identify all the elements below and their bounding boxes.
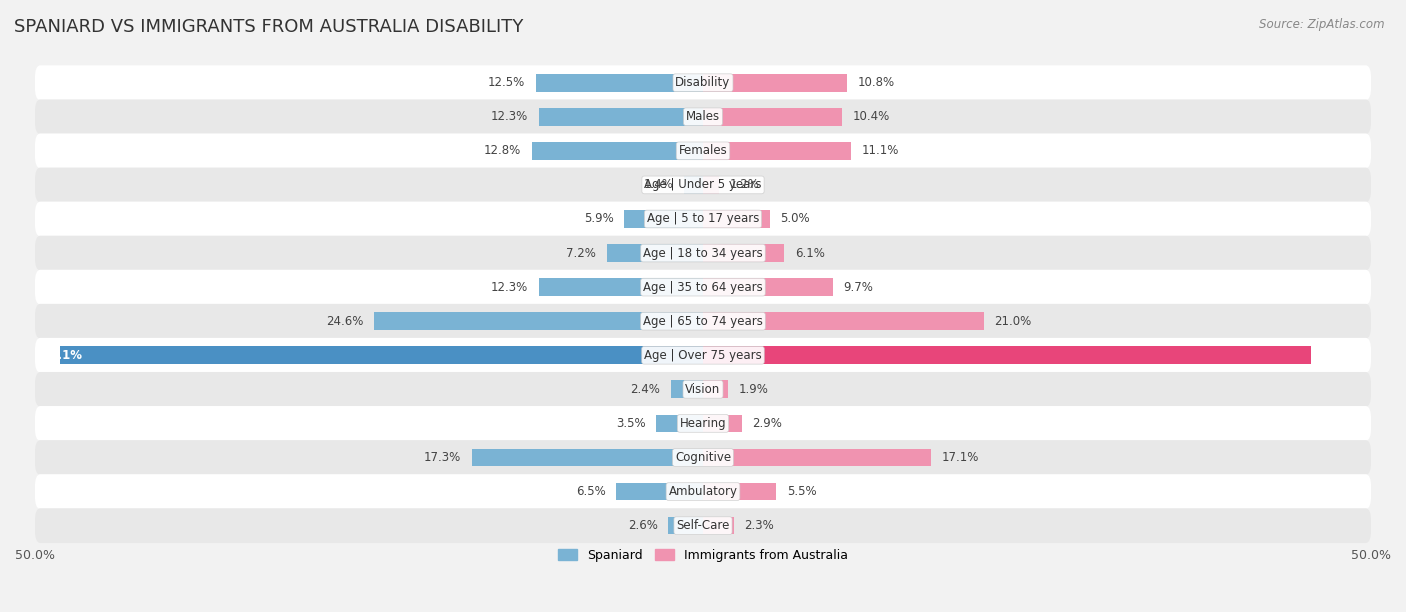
Text: 9.7%: 9.7%	[844, 281, 873, 294]
FancyBboxPatch shape	[35, 440, 1371, 475]
Bar	[531, 142, 703, 160]
Bar	[538, 278, 703, 296]
Text: Females: Females	[679, 144, 727, 157]
Text: 2.6%: 2.6%	[627, 519, 658, 532]
Bar	[703, 346, 1310, 364]
Text: 17.3%: 17.3%	[425, 451, 461, 464]
Text: 7.2%: 7.2%	[567, 247, 596, 259]
Text: Age | Under 5 years: Age | Under 5 years	[644, 179, 762, 192]
Text: 10.4%: 10.4%	[852, 110, 890, 123]
Text: Age | 65 to 74 years: Age | 65 to 74 years	[643, 315, 763, 327]
Bar	[374, 312, 703, 330]
Bar	[703, 517, 734, 534]
Text: 2.9%: 2.9%	[752, 417, 782, 430]
Bar	[538, 108, 703, 125]
Text: Age | 35 to 64 years: Age | 35 to 64 years	[643, 281, 763, 294]
Text: Ambulatory: Ambulatory	[668, 485, 738, 498]
Text: 12.3%: 12.3%	[491, 281, 529, 294]
FancyBboxPatch shape	[35, 168, 1371, 203]
Text: 2.3%: 2.3%	[744, 519, 775, 532]
Bar	[703, 210, 770, 228]
Bar	[624, 210, 703, 228]
Bar	[472, 449, 703, 466]
Text: 48.1%: 48.1%	[42, 349, 83, 362]
Text: Source: ZipAtlas.com: Source: ZipAtlas.com	[1260, 18, 1385, 31]
Text: 5.9%: 5.9%	[583, 212, 613, 225]
Bar	[703, 414, 742, 432]
FancyBboxPatch shape	[35, 270, 1371, 305]
Text: 12.5%: 12.5%	[488, 76, 526, 89]
Bar	[671, 381, 703, 398]
Text: 17.1%: 17.1%	[942, 451, 980, 464]
Bar	[703, 483, 776, 501]
Text: Cognitive: Cognitive	[675, 451, 731, 464]
Legend: Spaniard, Immigrants from Australia: Spaniard, Immigrants from Australia	[553, 544, 853, 567]
Bar	[703, 108, 842, 125]
FancyBboxPatch shape	[35, 406, 1371, 441]
FancyBboxPatch shape	[35, 201, 1371, 236]
Bar	[703, 381, 728, 398]
Text: Males: Males	[686, 110, 720, 123]
Bar	[60, 346, 703, 364]
Text: 11.1%: 11.1%	[862, 144, 900, 157]
Text: 10.8%: 10.8%	[858, 76, 896, 89]
Text: 12.3%: 12.3%	[491, 110, 529, 123]
Text: 3.5%: 3.5%	[616, 417, 645, 430]
Bar	[703, 449, 931, 466]
Bar	[607, 244, 703, 262]
Text: Hearing: Hearing	[679, 417, 727, 430]
Bar	[536, 74, 703, 92]
Bar	[703, 142, 851, 160]
Text: Age | 18 to 34 years: Age | 18 to 34 years	[643, 247, 763, 259]
Text: Age | Over 75 years: Age | Over 75 years	[644, 349, 762, 362]
Bar	[616, 483, 703, 501]
Bar	[668, 517, 703, 534]
Text: SPANIARD VS IMMIGRANTS FROM AUSTRALIA DISABILITY: SPANIARD VS IMMIGRANTS FROM AUSTRALIA DI…	[14, 18, 523, 36]
FancyBboxPatch shape	[35, 474, 1371, 509]
FancyBboxPatch shape	[35, 133, 1371, 168]
Bar	[657, 414, 703, 432]
Text: Disability: Disability	[675, 76, 731, 89]
Bar	[685, 176, 703, 194]
Text: 1.4%: 1.4%	[644, 179, 673, 192]
Text: Age | 5 to 17 years: Age | 5 to 17 years	[647, 212, 759, 225]
Text: 1.9%: 1.9%	[740, 383, 769, 396]
Text: 24.6%: 24.6%	[326, 315, 364, 327]
FancyBboxPatch shape	[35, 508, 1371, 543]
Text: 5.0%: 5.0%	[780, 212, 810, 225]
FancyBboxPatch shape	[35, 65, 1371, 100]
Bar	[703, 74, 848, 92]
FancyBboxPatch shape	[35, 236, 1371, 271]
Bar	[703, 278, 832, 296]
FancyBboxPatch shape	[35, 338, 1371, 373]
Bar	[703, 244, 785, 262]
Text: 12.8%: 12.8%	[484, 144, 522, 157]
Text: 1.2%: 1.2%	[730, 179, 759, 192]
Bar	[703, 312, 984, 330]
Text: 6.5%: 6.5%	[575, 485, 606, 498]
FancyBboxPatch shape	[35, 304, 1371, 338]
Text: Self-Care: Self-Care	[676, 519, 730, 532]
Text: 6.1%: 6.1%	[796, 247, 825, 259]
Text: 21.0%: 21.0%	[994, 315, 1032, 327]
FancyBboxPatch shape	[35, 99, 1371, 134]
Text: 2.4%: 2.4%	[630, 383, 661, 396]
Text: Vision: Vision	[685, 383, 721, 396]
Text: 45.5%: 45.5%	[1323, 349, 1364, 362]
FancyBboxPatch shape	[35, 372, 1371, 407]
Text: 5.5%: 5.5%	[787, 485, 817, 498]
Bar	[703, 176, 718, 194]
